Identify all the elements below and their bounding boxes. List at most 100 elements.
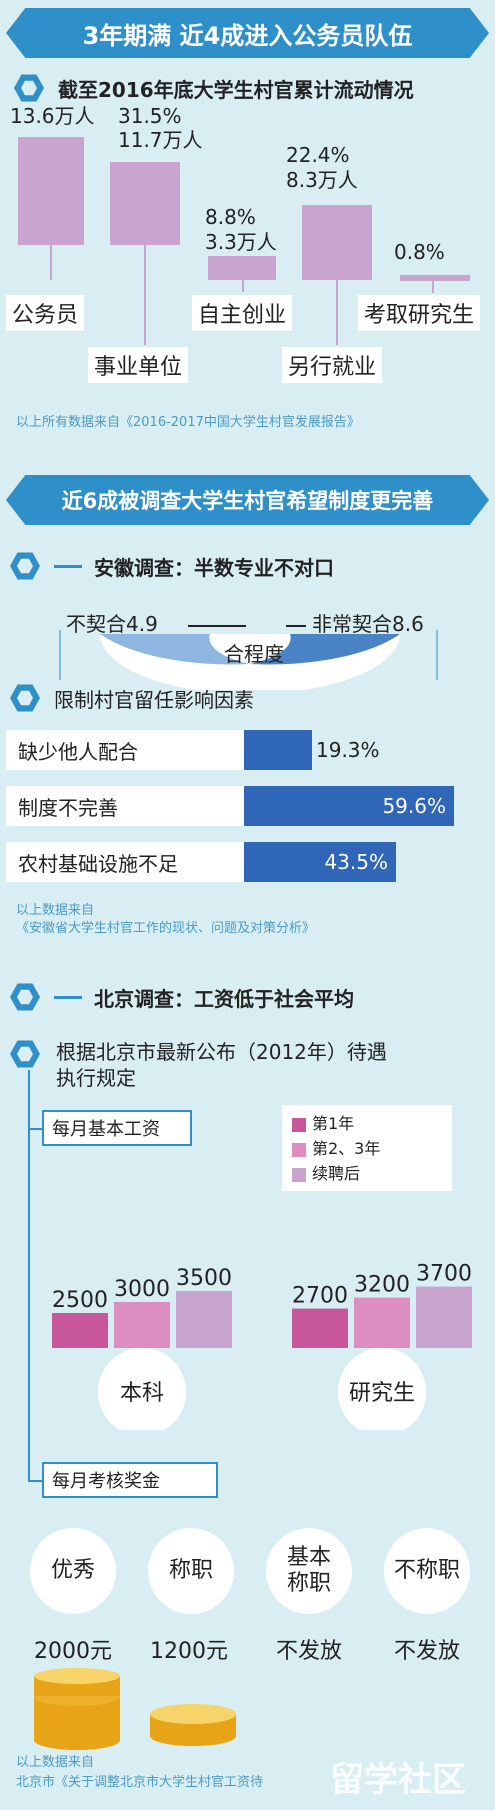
beijing-subtitle-line2: 执行规定 [56, 1066, 136, 1090]
factor-label: 制度不完善 [18, 795, 118, 820]
section-header-anhui: 安徽调查：半数专业不对口 [0, 550, 495, 582]
banner-title-2: 近6成被调查大学生村官希望制度更完善 [6, 475, 489, 525]
legend-swatch [292, 1117, 306, 1132]
bar-connector [50, 245, 52, 280]
factor-bar: 59.6% [244, 786, 454, 826]
bonus-title-box: 每月考核奖金 [42, 1462, 218, 1498]
label-other-employment: 另行就业 [282, 347, 383, 383]
salary-title-box: 每月基本工资 [42, 1110, 192, 1146]
banner-text: 3年期满 近4成进入公务员队伍 [82, 21, 413, 50]
gauge-left-arc [100, 634, 250, 665]
grade-circle: 基本 称职 [266, 1528, 352, 1614]
bar-connector [432, 281, 434, 293]
group-label: 本科 [120, 1381, 164, 1406]
salary-chart: 2500 3000 3500 本科 2700 3200 3700 研究生 [52, 1262, 472, 1430]
divider [54, 564, 82, 568]
grade-label: 优秀 [50, 1558, 95, 1583]
bonus-title: 每月考核奖金 [52, 1471, 160, 1492]
label-civil-servant: 公务员 [6, 295, 85, 331]
coin-stack-small-icon [150, 1704, 236, 1746]
section-subtitle: 限制村官留任影响因素 [54, 687, 254, 712]
divider [54, 995, 82, 999]
factor-bar: 43.5% [244, 842, 396, 882]
factor-bar [244, 730, 312, 770]
salary-bar [52, 1313, 108, 1348]
section-title: 北京调查：工资低于社会平均 [94, 986, 354, 1011]
legend-item: 第1年 [292, 1111, 442, 1136]
grade-label: 不称职 [393, 1558, 460, 1583]
value-self-employed: 3.3万人 [205, 230, 277, 254]
source-note-2b: 《安徽省大学生村官工作的现状、问题及对策分析》 [16, 921, 316, 936]
factor-row: 缺少他人配合 [6, 730, 256, 770]
source-note-3b: 北京市《关于调整北京市大学生村官工资待 [16, 1775, 264, 1790]
grade-label: 称职 [168, 1558, 213, 1583]
group-circle [338, 1348, 426, 1430]
hexagon-icon [10, 983, 40, 1011]
bar-other-employment [302, 205, 372, 280]
salary-legend: 第1年 第2、3年 续聘后 [282, 1105, 452, 1191]
salary-value-label: 3700 [416, 1262, 472, 1287]
factor-row: 农村基础设施不足 [6, 842, 256, 882]
bonus-amount: 不发放 [276, 1639, 343, 1664]
bar-civil-servant [18, 137, 84, 245]
label-graduate-school: 考取研究生 [358, 295, 481, 331]
gauge-left-label: 不契合4.9 [66, 612, 158, 636]
coin-stacks [34, 1668, 236, 1750]
section-title: 截至2016年底大学生村官累计流动情况 [58, 77, 414, 102]
section-title: 安徽调查：半数专业不对口 [94, 555, 334, 580]
match-gauge [59, 625, 438, 690]
legend-swatch [292, 1167, 306, 1182]
legend-item: 第2、3年 [292, 1136, 442, 1161]
tree-branch [28, 1480, 42, 1482]
grade-circle: 优秀 [30, 1528, 116, 1614]
factor-value: 59.6% [382, 794, 446, 818]
watermark-logo: 留学社区 [330, 1760, 466, 1800]
salary-bar [114, 1302, 170, 1348]
pct-graduate-school: 0.8% [394, 240, 445, 264]
pct-public-institution: 31.5% [118, 104, 182, 128]
tree-branch [28, 1128, 42, 1130]
hexagon-icon [10, 1040, 40, 1068]
legend-label: 第1年 [312, 1114, 355, 1133]
bar-self-employed [208, 256, 276, 280]
beijing-subtitle-line1: 根据北京市最新公布（2012年）待遇 [56, 1040, 387, 1064]
factor-value: 43.5% [324, 850, 388, 874]
section-header-flow: 截至2016年底大学生村官累计流动情况 [0, 72, 495, 104]
section-header-beijing: 北京调查：工资低于社会平均 [0, 981, 495, 1013]
bar-connector [242, 280, 244, 292]
hexagon-icon [10, 684, 40, 712]
salary-bar [176, 1291, 232, 1348]
pct-self-employed: 8.8% [205, 205, 256, 229]
salary-value-label: 3500 [176, 1266, 232, 1291]
gauge-right-arc [250, 634, 400, 665]
value-public-institution: 11.7万人 [118, 128, 203, 152]
source-note-2a: 以上数据来自 [16, 903, 95, 918]
salary-bar [416, 1286, 472, 1348]
gauge-center-label: 合程度 [224, 642, 284, 666]
grade-circle: 不称职 [384, 1528, 470, 1614]
bar-public-institution [110, 162, 180, 245]
gauge-right-label: 非常契合8.6 [312, 612, 424, 636]
hexagon-icon [10, 552, 40, 580]
bonus-amount: 2000元 [34, 1639, 112, 1664]
banner-title-1: 3年期满 近4成进入公务员队伍 [6, 8, 489, 58]
grade-circle: 称职 [148, 1528, 234, 1614]
legend-label: 续聘后 [312, 1164, 361, 1183]
group-circle [98, 1348, 186, 1430]
coin-stack-large-icon [34, 1668, 120, 1750]
bonus-amount: 1200元 [150, 1639, 228, 1664]
legend-label: 第2、3年 [312, 1139, 381, 1158]
salary-value-label: 3000 [114, 1277, 170, 1302]
bar-connector [336, 280, 338, 345]
section-header-factors: 限制村官留任影响因素 [0, 682, 495, 714]
value-civil-servant: 13.6万人 [10, 104, 95, 128]
salary-title: 每月基本工资 [52, 1119, 160, 1140]
tree-line [28, 1070, 30, 1480]
source-note-1: 以上所有数据来自《2016-2017中国大学生村官发展报告》 [16, 415, 360, 430]
hexagon-icon [14, 74, 44, 102]
value-other-employment: 8.3万人 [286, 168, 358, 192]
factor-value: 19.3% [316, 738, 380, 762]
salary-value-label: 2700 [292, 1284, 348, 1309]
source-note-3a: 以上数据来自 [16, 1755, 95, 1770]
label-self-employed: 自主创业 [192, 295, 293, 331]
